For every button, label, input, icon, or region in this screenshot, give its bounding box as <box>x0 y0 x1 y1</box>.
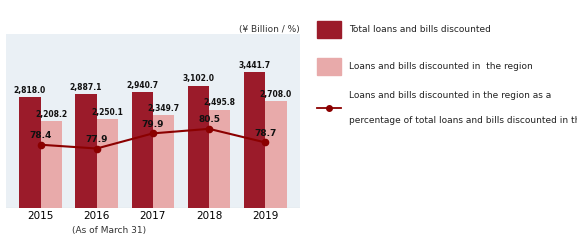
Text: (As of March 31): (As of March 31) <box>72 226 146 235</box>
Text: Loans and bills discounted in  the region: Loans and bills discounted in the region <box>349 62 533 71</box>
Text: 2,940.7: 2,940.7 <box>126 81 158 90</box>
Bar <box>265 101 287 208</box>
Text: 2,250.1: 2,250.1 <box>91 108 123 117</box>
Bar <box>132 92 153 208</box>
Bar <box>188 86 209 208</box>
Bar <box>76 94 97 208</box>
Text: 3,441.7: 3,441.7 <box>238 61 271 70</box>
Text: 78.4: 78.4 <box>29 131 52 140</box>
Text: 2,708.0: 2,708.0 <box>260 90 292 99</box>
Text: 2,208.2: 2,208.2 <box>35 110 68 119</box>
Bar <box>19 97 40 208</box>
Text: percentage of total loans and bills discounted in the region: percentage of total loans and bills disc… <box>349 116 577 125</box>
Text: Loans and bills discounted in the region as a: Loans and bills discounted in the region… <box>349 91 551 100</box>
Bar <box>40 121 62 208</box>
Bar <box>209 110 230 208</box>
Text: 2,495.8: 2,495.8 <box>204 98 236 107</box>
FancyBboxPatch shape <box>317 58 341 75</box>
Text: 3,102.0: 3,102.0 <box>182 74 215 84</box>
Bar <box>97 119 118 208</box>
Text: 78.7: 78.7 <box>254 129 276 138</box>
Text: 2,818.0: 2,818.0 <box>14 86 46 95</box>
FancyBboxPatch shape <box>317 21 341 38</box>
Text: (¥ Billion / %): (¥ Billion / %) <box>239 25 300 34</box>
Text: Total loans and bills discounted: Total loans and bills discounted <box>349 25 491 34</box>
Text: Loans and Bills Discounted (Non-Consolidated): Loans and Bills Discounted (Non-Consolid… <box>13 9 324 23</box>
Text: 2,349.7: 2,349.7 <box>148 104 179 113</box>
Text: 79.9: 79.9 <box>142 120 164 129</box>
Text: 2,887.1: 2,887.1 <box>70 83 102 92</box>
Text: 77.9: 77.9 <box>85 135 108 144</box>
Text: 80.5: 80.5 <box>198 115 220 124</box>
Bar <box>244 72 265 208</box>
Bar <box>153 115 174 208</box>
